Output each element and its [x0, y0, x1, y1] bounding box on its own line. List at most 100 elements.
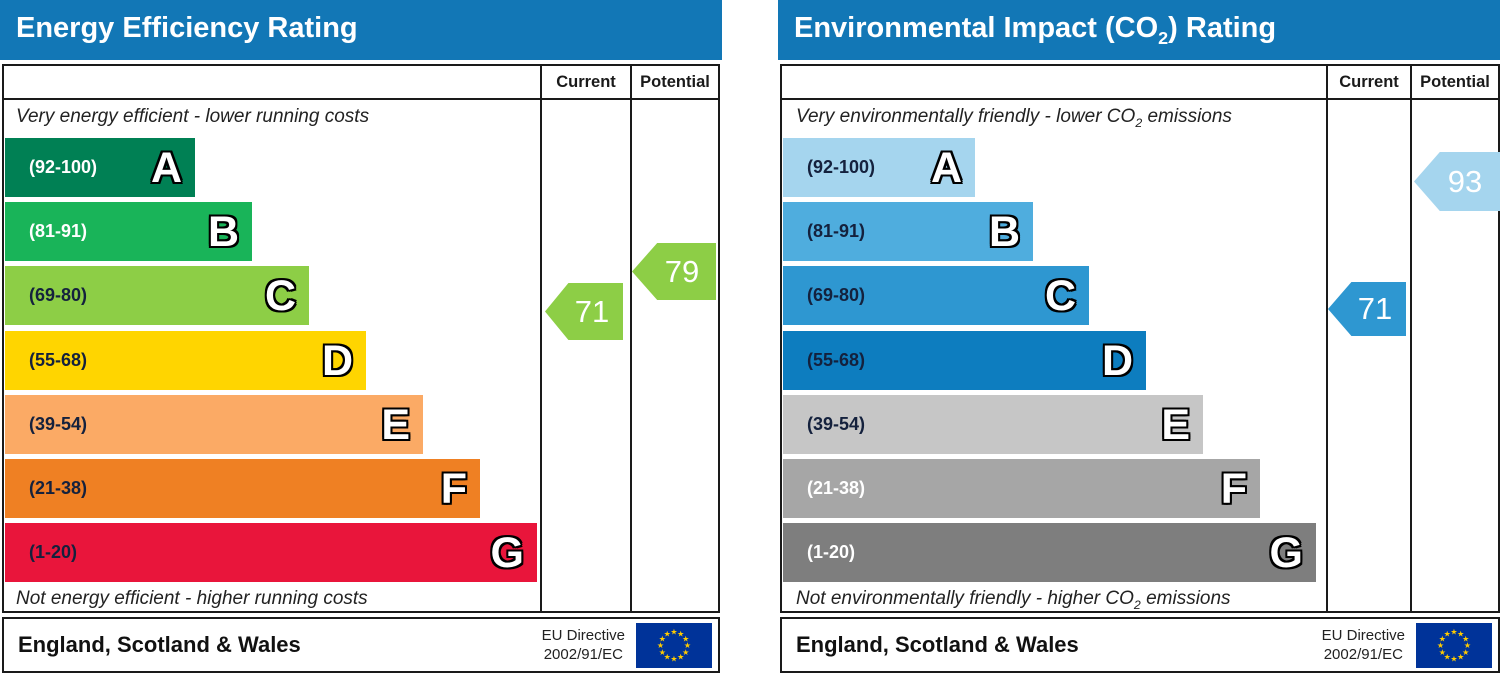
environmental-band-c: (69-80) C — [783, 266, 1089, 325]
environmental-band-g-range: (1-20) — [807, 542, 856, 562]
environmental-band-c-letter: C — [1044, 272, 1076, 320]
energy-band-e-letter: E — [381, 401, 410, 449]
svg-text:★: ★ — [1444, 629, 1451, 638]
environmental-band-b: (81-91) B — [783, 202, 1033, 261]
environmental-chart-title-bar: Environmental Impact (CO2) Rating — [778, 0, 1500, 60]
svg-text:★: ★ — [677, 629, 684, 638]
environmental-footer-region: England, Scotland & Wales — [796, 632, 1079, 657]
energy-chart-title-bar: Energy Efficiency Rating — [0, 0, 722, 60]
energy-band-b: (81-91) B — [5, 202, 252, 261]
energy-potential-rating-arrow: 79 — [632, 243, 716, 300]
energy-footer-directive: EU Directive 2002/91/EC — [541, 626, 625, 664]
environmental-column-header-potential: Potential — [1420, 72, 1490, 91]
svg-text:★: ★ — [1437, 641, 1444, 650]
environmental-band-b-letter: B — [988, 208, 1020, 256]
energy-chart-title: Energy Efficiency Rating — [16, 11, 358, 44]
environmental-bottom-note: Not environmentally friendly - higher CO… — [796, 588, 1231, 612]
energy-band-d-range: (55-68) — [29, 350, 88, 370]
environmental-band-a-letter: A — [930, 144, 962, 192]
svg-text:★: ★ — [682, 647, 689, 656]
energy-band-b-letter: B — [207, 208, 239, 256]
energy-band-g: (1-20) G — [5, 523, 537, 582]
energy-band-a-range: (92-100) — [29, 157, 98, 177]
svg-text:★: ★ — [1457, 629, 1464, 638]
svg-text:★: ★ — [1457, 652, 1464, 661]
environmental-band-e-letter: E — [1161, 401, 1190, 449]
energy-band-e: (39-54) E — [5, 395, 423, 454]
energy-band-a-letter: A — [150, 144, 182, 192]
svg-text:★: ★ — [670, 627, 677, 636]
environmental-band-b-range: (81-91) — [807, 221, 866, 241]
eu-flag-stars: ★ ★ ★ ★ ★ ★ ★ ★ ★ ★ ★ ★ — [657, 627, 691, 663]
svg-text:★: ★ — [1444, 652, 1451, 661]
environmental-band-d-letter: D — [1101, 337, 1133, 385]
svg-text:★: ★ — [1439, 647, 1446, 656]
energy-band-d: (55-68) D — [5, 331, 366, 390]
environmental-chart-title: Environmental Impact (CO2) Rating — [794, 11, 1277, 48]
environmental-header-row-divider — [780, 98, 1500, 100]
energy-bottom-note: Not energy efficient - higher running co… — [16, 588, 368, 609]
energy-footer-region: England, Scotland & Wales — [18, 632, 301, 657]
energy-band-f-range: (21-38) — [29, 478, 88, 498]
svg-text:★: ★ — [659, 647, 666, 656]
environmental-current-column-divider — [1326, 64, 1328, 613]
energy-top-note: Very energy efficient - lower running co… — [16, 106, 370, 127]
environmental-footer: England, Scotland & Wales EU Directive 2… — [780, 617, 1500, 673]
environmental-band-e: (39-54) E — [783, 395, 1203, 454]
energy-band-g-range: (1-20) — [29, 542, 78, 562]
environmental-column-header-current: Current — [1339, 72, 1399, 91]
energy-column-header-current: Current — [556, 72, 616, 91]
svg-text:★: ★ — [1450, 654, 1457, 663]
energy-column-header-potential: Potential — [640, 72, 710, 91]
energy-band-c: (69-80) C — [5, 266, 309, 325]
energy-band-d-letter: D — [321, 337, 353, 385]
energy-band-c-letter: C — [264, 272, 296, 320]
environmental-band-a-range: (92-100) — [807, 157, 876, 177]
energy-band-a: (92-100) A — [5, 138, 195, 197]
energy-potential-rating-value: 79 — [664, 253, 700, 289]
environmental-band-g: (1-20) G — [783, 523, 1316, 582]
energy-band-b-range: (81-91) — [29, 221, 88, 241]
energy-band-e-range: (39-54) — [29, 414, 88, 434]
svg-text:★: ★ — [664, 629, 671, 638]
eu-flag-stars: ★ ★ ★ ★ ★ ★ ★ ★ ★ ★ ★ ★ — [1437, 627, 1471, 663]
energy-current-column-divider — [540, 64, 542, 613]
svg-text:★: ★ — [659, 634, 666, 643]
environmental-band-c-range: (69-80) — [807, 285, 866, 305]
svg-text:★: ★ — [1464, 641, 1471, 650]
environmental-top-note: Very environmentally friendly - lower CO… — [796, 106, 1232, 130]
environmental-band-f-range: (21-38) — [807, 478, 866, 498]
environmental-band-d-range: (55-68) — [807, 350, 866, 370]
energy-potential-column-divider — [630, 64, 632, 613]
environmental-potential-column-divider — [1410, 64, 1412, 613]
environmental-band-f-letter: F — [1220, 465, 1247, 513]
svg-text:★: ★ — [1462, 647, 1469, 656]
energy-header-row-divider — [2, 98, 720, 100]
environmental-band-e-range: (39-54) — [807, 414, 866, 434]
environmental-band-a: (92-100) A — [783, 138, 975, 197]
svg-text:★: ★ — [1439, 634, 1446, 643]
svg-text:★: ★ — [1462, 634, 1469, 643]
svg-text:★: ★ — [657, 641, 664, 650]
energy-band-c-range: (69-80) — [29, 285, 88, 305]
eu-flag-icon: ★ ★ ★ ★ ★ ★ ★ ★ ★ ★ ★ ★ — [636, 622, 712, 668]
energy-band-f: (21-38) F — [5, 459, 480, 518]
energy-band-g-letter: G — [490, 529, 524, 577]
eu-flag-icon: ★ ★ ★ ★ ★ ★ ★ ★ ★ ★ ★ ★ — [1416, 622, 1492, 668]
environmental-potential-rating-value: 93 — [1447, 163, 1483, 199]
svg-text:★: ★ — [682, 634, 689, 643]
svg-text:★: ★ — [670, 654, 677, 663]
svg-text:★: ★ — [677, 652, 684, 661]
environmental-current-rating-value: 71 — [1357, 291, 1393, 326]
environmental-band-f: (21-38) F — [783, 459, 1260, 518]
energy-band-f-letter: F — [440, 465, 467, 513]
environmental-band-g-letter: G — [1269, 529, 1303, 577]
environmental-band-d: (55-68) D — [783, 331, 1146, 390]
svg-text:★: ★ — [664, 652, 671, 661]
energy-footer: England, Scotland & Wales EU Directive 2… — [2, 617, 720, 673]
energy-current-rating-value: 71 — [574, 293, 610, 329]
svg-text:★: ★ — [684, 641, 691, 650]
svg-text:★: ★ — [1450, 627, 1457, 636]
environmental-footer-directive: EU Directive 2002/91/EC — [1321, 626, 1405, 664]
